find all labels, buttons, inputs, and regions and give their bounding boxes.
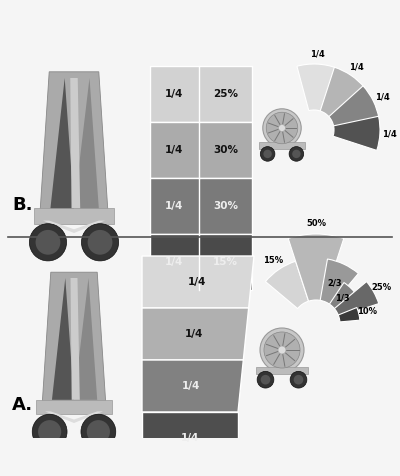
Circle shape — [278, 125, 286, 131]
Bar — [150, 234, 252, 290]
Text: 1/4: 1/4 — [310, 50, 325, 59]
Text: 1/4: 1/4 — [349, 62, 364, 71]
Text: 1/4: 1/4 — [188, 277, 206, 287]
Text: A.: A. — [12, 396, 33, 414]
Text: 1/4: 1/4 — [181, 433, 199, 443]
Wedge shape — [320, 259, 358, 306]
Text: 1/4: 1/4 — [165, 201, 184, 211]
Text: 1/4: 1/4 — [165, 89, 184, 99]
Circle shape — [260, 328, 304, 372]
Text: 30%: 30% — [213, 201, 238, 211]
Text: 15%: 15% — [213, 257, 238, 267]
Circle shape — [81, 414, 116, 449]
Bar — [150, 178, 252, 234]
Text: 30%: 30% — [213, 145, 238, 155]
Circle shape — [263, 109, 301, 147]
Wedge shape — [297, 64, 336, 111]
Polygon shape — [70, 278, 80, 400]
Bar — [256, 367, 308, 374]
Wedge shape — [333, 116, 380, 150]
Circle shape — [290, 371, 307, 388]
Circle shape — [289, 147, 304, 161]
Circle shape — [36, 230, 60, 255]
Circle shape — [88, 230, 112, 255]
Text: 1/4: 1/4 — [165, 257, 184, 267]
Circle shape — [38, 420, 61, 443]
Circle shape — [82, 224, 119, 261]
Text: 1/4: 1/4 — [182, 381, 200, 391]
Text: 10%: 10% — [357, 307, 377, 316]
Polygon shape — [70, 78, 80, 208]
Polygon shape — [50, 78, 74, 208]
Bar — [150, 122, 252, 178]
Circle shape — [261, 375, 270, 385]
Text: 1/4: 1/4 — [185, 329, 203, 339]
Text: 15%: 15% — [264, 257, 284, 266]
Bar — [150, 66, 252, 122]
Polygon shape — [142, 360, 243, 412]
Wedge shape — [338, 307, 360, 322]
Wedge shape — [330, 283, 358, 310]
Polygon shape — [43, 220, 105, 233]
Polygon shape — [74, 78, 99, 208]
Circle shape — [264, 332, 300, 368]
Polygon shape — [142, 256, 254, 308]
Text: 2/3: 2/3 — [328, 279, 342, 288]
Bar — [34, 208, 114, 224]
Circle shape — [266, 112, 298, 144]
Text: 50%: 50% — [306, 219, 326, 228]
Text: B.: B. — [12, 196, 32, 214]
Polygon shape — [40, 72, 108, 214]
Text: 1/4: 1/4 — [165, 145, 184, 155]
Polygon shape — [42, 272, 106, 406]
Circle shape — [278, 346, 286, 354]
Circle shape — [87, 420, 110, 443]
Polygon shape — [142, 412, 238, 464]
Wedge shape — [288, 234, 344, 301]
Text: 1/4: 1/4 — [375, 92, 390, 101]
Bar — [36, 400, 112, 414]
Circle shape — [257, 371, 274, 388]
Polygon shape — [45, 411, 103, 423]
Wedge shape — [334, 282, 379, 317]
Wedge shape — [329, 86, 379, 127]
Text: 1/3: 1/3 — [335, 293, 350, 302]
Text: 25%: 25% — [213, 89, 238, 99]
Polygon shape — [74, 278, 97, 400]
Circle shape — [292, 149, 301, 158]
Circle shape — [294, 375, 303, 385]
Text: 1/4: 1/4 — [382, 129, 397, 139]
Circle shape — [263, 149, 272, 158]
Text: 25%: 25% — [371, 283, 392, 292]
Polygon shape — [142, 308, 249, 360]
Circle shape — [260, 147, 275, 161]
Bar — [259, 142, 305, 149]
Circle shape — [32, 414, 67, 449]
Wedge shape — [266, 261, 308, 308]
Circle shape — [29, 224, 66, 261]
Wedge shape — [320, 67, 364, 117]
Polygon shape — [52, 278, 74, 400]
